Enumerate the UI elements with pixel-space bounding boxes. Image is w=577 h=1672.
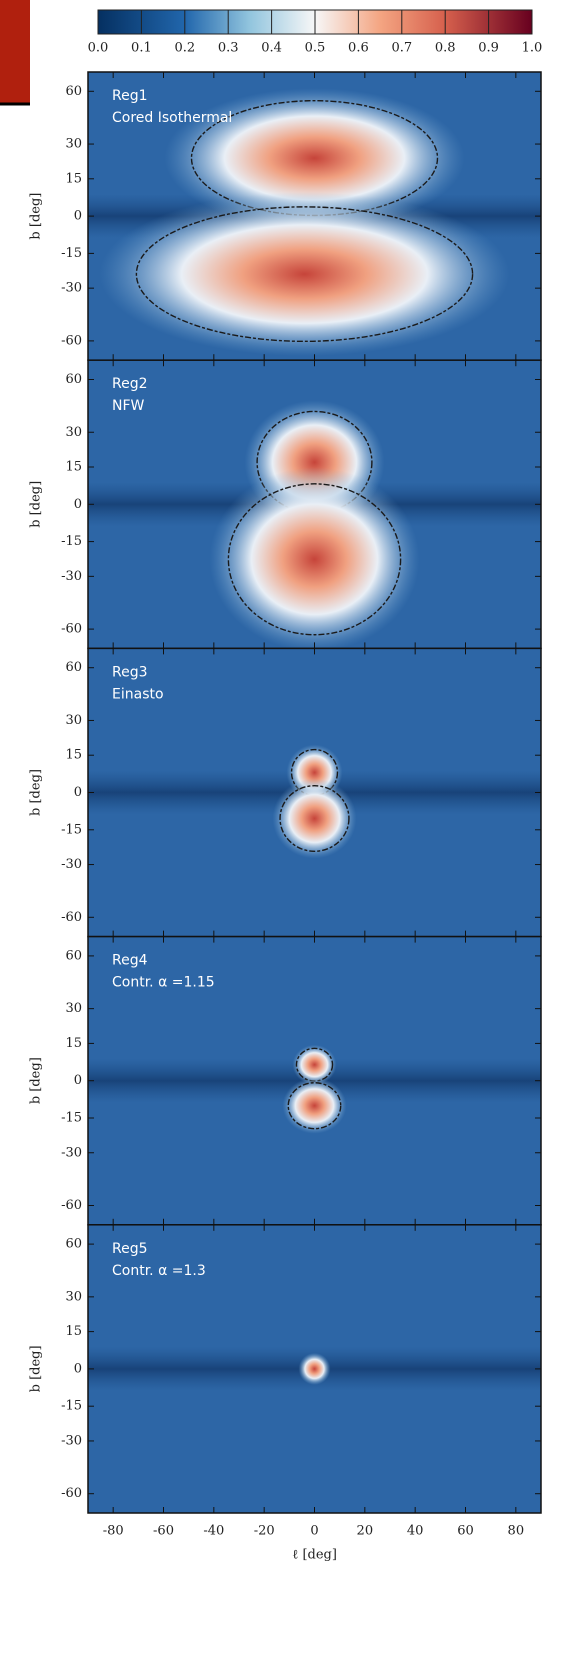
y-tick-label: 15	[65, 460, 82, 475]
contour	[287, 1082, 342, 1130]
colorbar-tick-label: 0.0	[88, 41, 109, 56]
x-tick-label: 20	[357, 1524, 374, 1539]
colorbar-tick-label: 0.1	[131, 41, 152, 56]
y-axis-label: b [deg]	[29, 481, 44, 528]
x-tick-label: 40	[407, 1524, 424, 1539]
y-tick-label: -60	[61, 622, 82, 637]
panel: Reg2 NFW 60 30 15 0 -15 -30 -60 b [deg]	[29, 359, 542, 652]
y-tick-label: 0	[74, 785, 82, 800]
y-tick-label: -60	[61, 1198, 82, 1213]
y-tick-label: 60	[65, 372, 82, 387]
y-tick-label: 60	[65, 84, 82, 99]
y-tick-label: 30	[65, 713, 82, 728]
x-tick-label: -80	[103, 1524, 124, 1539]
y-tick-label: 30	[65, 425, 82, 440]
x-tick-label: 0	[310, 1524, 318, 1539]
y-tick-label: -30	[61, 1145, 82, 1160]
panel: Reg5 Contr. α =1.3 60 30 15 0 -15 -30 -60 -80 -60 -…	[29, 1224, 542, 1563]
panel-label: Reg1	[112, 88, 148, 104]
x-tick-label: -20	[254, 1524, 275, 1539]
colorbar-tick-label: 1.0	[522, 41, 543, 56]
y-tick-label: -30	[61, 857, 82, 872]
y-tick-label: -15	[61, 822, 82, 837]
colorbar-tick-label: 0.9	[478, 41, 499, 56]
panel-label: Reg4	[112, 953, 148, 969]
colorbar-tick-label: 0.5	[305, 41, 326, 56]
y-tick-label: 0	[74, 1361, 82, 1376]
y-tick-label: 15	[65, 171, 82, 186]
emission-blob	[292, 1044, 337, 1085]
y-tick-label: 15	[65, 1324, 82, 1339]
x-tick-label: 60	[457, 1524, 474, 1539]
emission-blob	[282, 1077, 347, 1134]
y-tick-label: 30	[65, 137, 82, 152]
colorbar-tick-label: 0.3	[218, 41, 239, 56]
y-tick-label: 60	[65, 1237, 82, 1252]
contour	[256, 410, 373, 514]
x-axis-label: ℓ [deg]	[292, 1548, 337, 1563]
colorbar-tick-label: 0.4	[261, 41, 282, 56]
panel-label: Cored Isothermal	[112, 110, 232, 126]
panel: Reg3 Einasto 60 30 15 0 -15 -30 -60 b [deg]	[29, 647, 542, 938]
emission-blob	[209, 467, 420, 652]
y-tick-label: -15	[61, 1399, 82, 1414]
y-tick-label: -30	[61, 1433, 82, 1448]
y-tick-label: 60	[65, 948, 82, 963]
panel-label: NFW	[112, 398, 145, 414]
emission-blob	[298, 1352, 331, 1385]
x-tick-label: -40	[203, 1524, 224, 1539]
contour	[135, 206, 474, 343]
y-tick-label: -15	[61, 534, 82, 549]
y-tick-label: -60	[61, 1486, 82, 1501]
x-tick-label: 80	[508, 1524, 525, 1539]
y-axis-label: b [deg]	[29, 1345, 44, 1392]
y-tick-label: -15	[61, 246, 82, 261]
panel-label: Contr. α =1.15	[112, 975, 215, 991]
contour	[227, 483, 402, 636]
colorbar-tick-label: 0.2	[174, 41, 195, 56]
emission-blob	[272, 778, 357, 859]
y-tick-label: -30	[61, 281, 82, 296]
y-axis-label: b [deg]	[29, 1057, 44, 1104]
y-tick-label: 0	[74, 209, 82, 224]
panel-label: Einasto	[112, 686, 164, 702]
y-tick-label: 0	[74, 497, 82, 512]
y-axis-label: b [deg]	[29, 193, 44, 240]
panel-label: Reg5	[112, 1241, 148, 1257]
y-tick-label: 30	[65, 1001, 82, 1016]
y-tick-label: 15	[65, 748, 82, 763]
y-tick-label: 30	[65, 1289, 82, 1304]
emission-blob	[99, 192, 510, 357]
y-tick-label: -15	[61, 1110, 82, 1125]
colorbar-tick-label: 0.6	[348, 41, 369, 56]
emission-blob	[164, 88, 465, 229]
x-tick-label: -60	[153, 1524, 174, 1539]
y-tick-label: -60	[61, 910, 82, 925]
contour	[279, 785, 350, 853]
y-axis-label: b [deg]	[29, 769, 44, 816]
y-tick-label: 15	[65, 1036, 82, 1051]
y-tick-label: 60	[65, 660, 82, 675]
colorbar-tick-label: 0.8	[435, 41, 456, 56]
panel-label: Reg3	[112, 664, 148, 680]
panel: Reg4 Contr. α =1.15 60 30 15 0 -15 -30 -60 b [deg…	[29, 935, 542, 1226]
panel-label: Reg2	[112, 376, 148, 392]
colorbar-tick-label: 0.7	[391, 41, 412, 56]
panel: Reg1 Cored Isothermal 60 30 15 0 -15 -30 -60 b [d…	[29, 71, 542, 361]
y-tick-label: 0	[74, 1073, 82, 1088]
corner-block	[0, 0, 30, 104]
y-tick-label: -60	[61, 333, 82, 348]
y-tick-label: -30	[61, 569, 82, 584]
panel-label: Contr. α =1.3	[112, 1263, 206, 1279]
